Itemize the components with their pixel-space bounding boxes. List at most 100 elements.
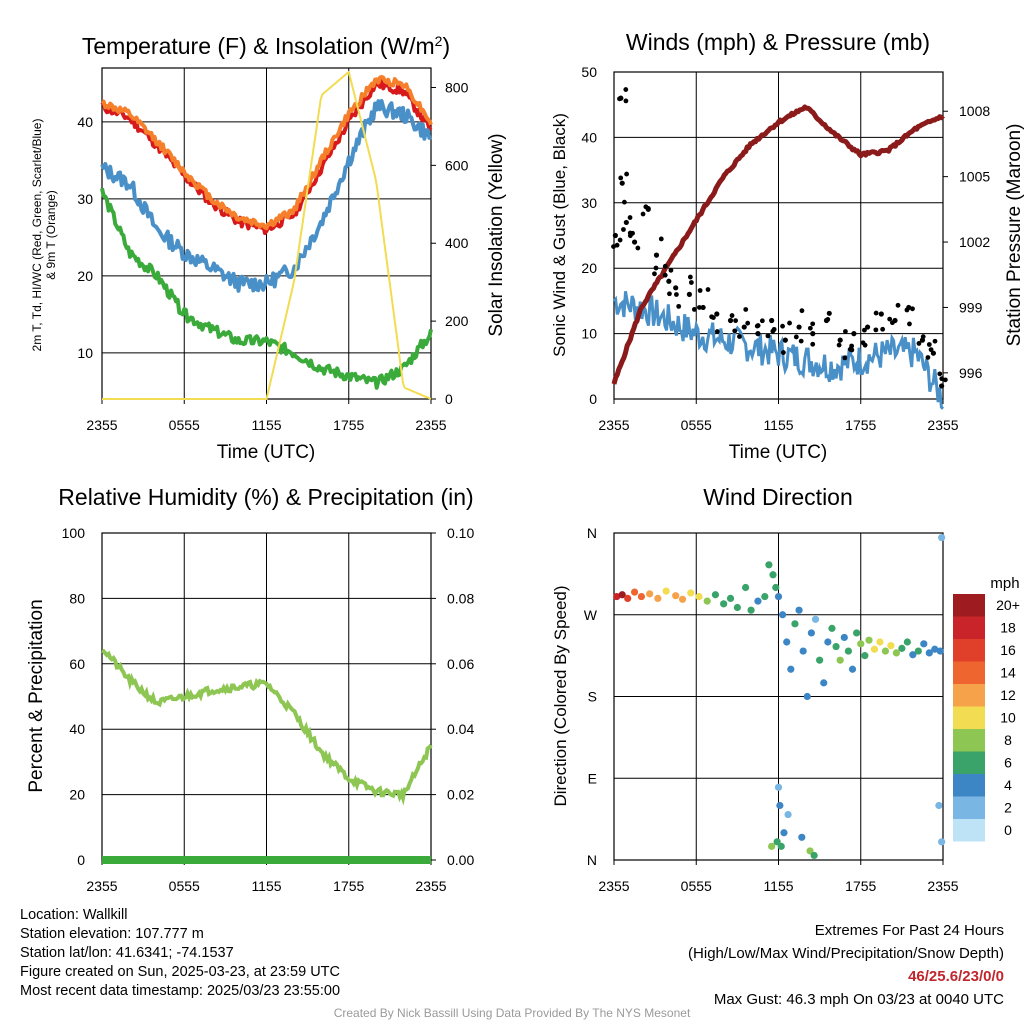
extremes-info: Extremes For Past 24 Hours (High/Low/Max… xyxy=(688,919,1004,1011)
gust-point xyxy=(787,320,792,326)
direction-point xyxy=(914,647,922,655)
legend-swatch xyxy=(953,706,985,729)
gust-point xyxy=(836,342,842,348)
gust-point xyxy=(737,334,742,339)
direction-point xyxy=(853,629,861,637)
direction-point xyxy=(646,590,654,598)
gust-point xyxy=(666,278,672,284)
y-tick-label: 60 xyxy=(69,656,85,672)
station-info: Location: Wallkill Station elevation: 10… xyxy=(20,906,340,1001)
series-line xyxy=(101,74,433,231)
direction-point xyxy=(887,642,895,650)
gust-point xyxy=(880,326,886,332)
y-tick-label: 0 xyxy=(77,852,85,868)
x-tick-label: 2355 xyxy=(415,878,446,894)
direction-point xyxy=(840,633,848,642)
x-tick-label: 0555 xyxy=(681,878,712,894)
direction-point xyxy=(780,829,788,837)
y2-tick-label: 0.00 xyxy=(447,852,474,868)
direction-point xyxy=(881,647,890,655)
x-tick-label: 0555 xyxy=(169,417,200,433)
gust-point xyxy=(652,271,657,277)
direction-point xyxy=(768,842,776,850)
x-tick-label: 1755 xyxy=(845,878,876,894)
gust-point xyxy=(910,306,915,312)
wind-speed-line xyxy=(612,291,945,410)
direction-point xyxy=(936,647,944,655)
y-tick-label: 20 xyxy=(69,787,85,803)
gust-point xyxy=(676,303,682,309)
panel3-title: Relative Humidity (%) & Precipitation (i… xyxy=(58,484,473,510)
legend-swatch xyxy=(953,639,985,662)
gust-point xyxy=(627,215,633,220)
direction-point xyxy=(654,594,662,603)
gust-point xyxy=(782,337,788,343)
panel3-ylabel: Percent & Precipitation xyxy=(26,599,47,792)
gust-point xyxy=(733,318,738,324)
direction-point xyxy=(811,615,820,623)
gust-point xyxy=(865,324,871,330)
y2-tick-label: 999 xyxy=(959,299,983,315)
direction-point xyxy=(876,638,884,646)
gust-point xyxy=(743,307,749,312)
direction-point xyxy=(624,594,632,603)
legend-label: 16 xyxy=(1000,642,1016,658)
direction-point xyxy=(613,592,621,601)
x-tick-label: 2355 xyxy=(86,417,117,433)
gust-point xyxy=(842,355,848,361)
gust-point xyxy=(643,204,649,210)
gust-point xyxy=(674,292,679,297)
extremes-subtitle: (High/Low/Max Wind/Precipitation/Snow De… xyxy=(688,945,1004,962)
legend-label: 18 xyxy=(1000,620,1016,636)
gust-point xyxy=(618,175,624,181)
legend-swatch xyxy=(953,616,985,639)
gust-point xyxy=(939,376,945,382)
gust-point xyxy=(837,337,843,343)
gust-point xyxy=(895,302,901,308)
direction-point xyxy=(765,561,773,569)
gust-point xyxy=(627,230,633,236)
panel1-xlabel: Time (UTC) xyxy=(217,442,316,463)
y2-tick-label: 1002 xyxy=(959,234,990,250)
panel1-y2label: Solar Insolation (Yellow) xyxy=(486,133,507,336)
gust-point xyxy=(873,327,879,333)
gust-point xyxy=(727,317,734,324)
gust-point xyxy=(904,307,910,313)
x-tick-label: 2355 xyxy=(598,878,629,894)
y2-tick-label: 1008 xyxy=(959,103,990,119)
gust-point xyxy=(825,317,831,322)
y-tick-label: N xyxy=(587,852,597,868)
y-tick-label: 80 xyxy=(69,590,85,606)
gust-point xyxy=(928,347,934,353)
legend-label: 8 xyxy=(1004,732,1012,748)
legend-swatch xyxy=(953,751,985,774)
y2-tick-label: 0.06 xyxy=(447,656,474,672)
panel1-ylabel-line2: & 9m T (Orange) xyxy=(44,190,58,280)
y-tick-label: N xyxy=(587,525,597,541)
y-tick-label: 40 xyxy=(581,129,597,145)
y2-tick-label: 0 xyxy=(445,391,453,407)
direction-point xyxy=(848,665,857,673)
direction-point xyxy=(832,642,840,651)
gust-point xyxy=(614,242,620,248)
elevation-text: Station elevation: 107.777 m xyxy=(20,926,204,942)
legend-label: 12 xyxy=(1000,687,1016,703)
x-tick-label: 1155 xyxy=(251,417,281,433)
gust-point xyxy=(729,313,735,318)
gust-point xyxy=(741,324,747,330)
latlon-text: Station lat/lon: 41.6341; -74.1537 xyxy=(20,945,234,961)
x-tick-label: 1755 xyxy=(333,878,364,894)
gust-point xyxy=(887,316,893,322)
direction-point xyxy=(711,591,720,599)
gust-point xyxy=(810,341,816,347)
legend-swatch xyxy=(953,661,985,684)
gust-point xyxy=(623,219,629,226)
y-tick-label: W xyxy=(584,607,598,623)
humidity-line xyxy=(101,648,433,806)
direction-point xyxy=(774,783,783,791)
y-tick-label: 30 xyxy=(77,191,93,207)
gust-point xyxy=(624,171,630,177)
credit-text: Created By Nick Bassill Using Data Provi… xyxy=(333,1006,691,1020)
direction-point xyxy=(662,587,670,595)
gust-point xyxy=(688,280,694,285)
